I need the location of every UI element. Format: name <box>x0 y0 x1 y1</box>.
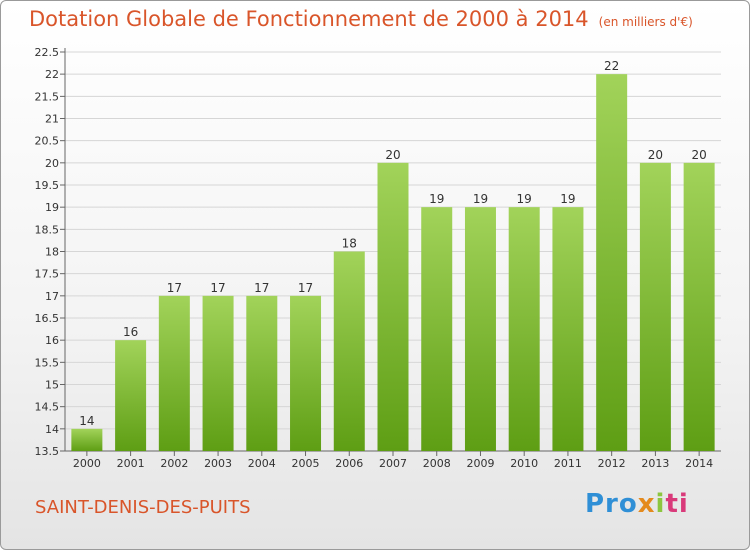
data-label: 17 <box>167 281 182 295</box>
y-tick-label: 21.5 <box>35 90 60 103</box>
bars <box>71 74 715 452</box>
bar-2014 <box>683 162 715 452</box>
chart-title-text: Dotation Globale de Fonctionnement de 20… <box>29 7 589 31</box>
logo-part-1: Pro <box>585 489 638 519</box>
data-label: 17 <box>298 281 313 295</box>
data-label: 20 <box>648 148 663 162</box>
data-label: 14 <box>79 414 94 428</box>
proxiti-logo[interactable]: Proxiti <box>585 489 689 519</box>
bar-2010 <box>508 207 540 451</box>
x-tick-label: 2010 <box>510 457 538 470</box>
x-tick-label: 2014 <box>685 457 713 470</box>
x-tick-label: 2002 <box>160 457 188 470</box>
x-tick-label: 2001 <box>117 457 145 470</box>
data-label: 20 <box>385 148 400 162</box>
bar-2005 <box>290 295 322 451</box>
x-tick-label: 2003 <box>204 457 232 470</box>
bar-2003 <box>202 295 234 451</box>
data-label: 16 <box>123 325 138 339</box>
bar-2006 <box>333 251 365 451</box>
bar-2009 <box>464 207 496 451</box>
logo-part-2: x <box>637 489 656 519</box>
logo-part-3: i <box>655 489 666 519</box>
y-tick-label: 15.5 <box>35 356 60 369</box>
data-label: 19 <box>473 192 488 206</box>
x-tick-label: 2006 <box>335 457 363 470</box>
x-tick-label: 2004 <box>248 457 276 470</box>
bar-2013 <box>639 162 671 452</box>
data-label: 17 <box>254 281 269 295</box>
y-tick-label: 16.5 <box>35 312 60 325</box>
x-tick-label: 2012 <box>598 457 626 470</box>
chart-unit: (en milliers d'€) <box>598 15 693 29</box>
y-tick-label: 18 <box>45 246 59 259</box>
x-tick-label: 2013 <box>641 457 669 470</box>
logo-part-4: ti <box>665 489 689 519</box>
bar-2001 <box>115 340 147 451</box>
bar-2008 <box>421 207 453 451</box>
data-label: 19 <box>429 192 444 206</box>
x-tick-label: 2008 <box>423 457 451 470</box>
bar-2000 <box>71 428 103 451</box>
x-tick-label: 2000 <box>73 457 101 470</box>
chart-title: Dotation Globale de Fonctionnement de 20… <box>29 7 693 31</box>
y-tick-label: 14 <box>45 423 59 436</box>
bar-2012 <box>596 74 628 452</box>
x-tick-label: 2005 <box>292 457 320 470</box>
y-tick-label: 16 <box>45 334 59 347</box>
bar-2011 <box>552 207 584 451</box>
y-tick-label: 17 <box>45 290 59 303</box>
data-label: 17 <box>210 281 225 295</box>
bar-2007 <box>377 162 409 452</box>
y-tick-label: 14.5 <box>35 401 60 414</box>
data-label: 20 <box>691 148 706 162</box>
data-label: 19 <box>560 192 575 206</box>
axes: 13.5 14 14.5 15 15.5 16 16.5 17 17.5 18 18.5 19 19.5… <box>35 46 721 470</box>
y-tick-label: 20.5 <box>35 135 60 148</box>
bar-2004 <box>246 295 278 451</box>
data-label: 18 <box>342 237 357 251</box>
y-tick-label: 15 <box>45 379 59 392</box>
commune-name: SAINT-DENIS-DES-PUITS <box>35 497 251 518</box>
y-tick-label: 18.5 <box>35 223 60 236</box>
data-label: 22 <box>604 59 619 73</box>
data-labels: 14 16 17 17 17 17 18 20 19 19 19 19 22 20 20 <box>79 59 707 428</box>
x-tick-label: 2011 <box>554 457 582 470</box>
bar-2002 <box>158 295 190 451</box>
y-tick-label: 17.5 <box>35 268 60 281</box>
y-tick-label: 22 <box>45 68 59 81</box>
y-tick-label: 20 <box>45 157 59 170</box>
y-tick-label: 13.5 <box>35 445 60 458</box>
y-tick-label: 19 <box>45 201 59 214</box>
data-label: 19 <box>517 192 532 206</box>
y-tick-label: 21 <box>45 113 59 126</box>
y-tick-label: 22.5 <box>35 46 60 59</box>
x-tick-label: 2007 <box>379 457 407 470</box>
y-tick-label: 19.5 <box>35 179 60 192</box>
x-tick-label: 2009 <box>466 457 494 470</box>
